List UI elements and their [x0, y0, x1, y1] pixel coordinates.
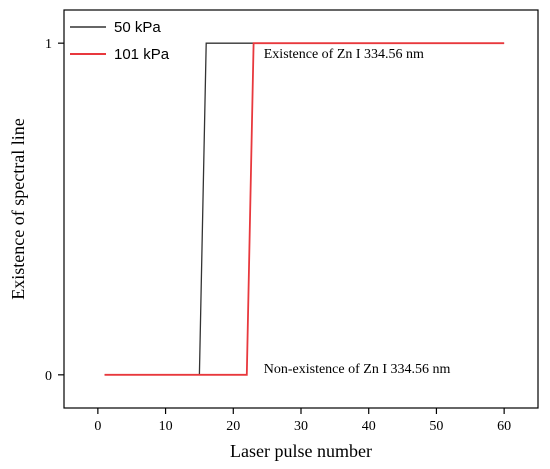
- x-axis-title: Laser pulse number: [230, 441, 372, 461]
- x-tick-label: 0: [94, 419, 101, 434]
- x-tick-label: 60: [497, 419, 511, 434]
- series-group: [104, 42, 505, 376]
- series-line-50-kpa: [104, 42, 505, 376]
- y-axis-title: Existence of spectral line: [8, 118, 28, 299]
- x-tick-label: 50: [429, 419, 443, 434]
- x-tick-label: 10: [159, 419, 173, 434]
- x-tick-label: 30: [294, 419, 308, 434]
- annotation-0: Existence of Zn I 334.56 nm: [264, 47, 424, 62]
- y-tick-label: 1: [45, 37, 52, 52]
- y-axis: 01: [45, 37, 64, 384]
- legend-label-50-kpa: 50 kPa: [114, 19, 161, 36]
- y-tick-label: 0: [45, 369, 52, 384]
- x-axis: 0 10 20 30 40 50 60: [94, 408, 511, 434]
- series-line-101-kpa: [104, 42, 505, 376]
- legend: 50 kPa 101 kPa: [70, 19, 170, 63]
- legend-label-101-kpa: 101 kPa: [114, 46, 170, 63]
- x-tick-label: 40: [362, 419, 376, 434]
- x-tick-label: 20: [226, 419, 240, 434]
- annotation-group: Existence of Zn I 334.56 nm Non-existence…: [264, 47, 451, 377]
- plot-frame: [63, 9, 539, 409]
- annotation-1: Non-existence of Zn I 334.56 nm: [264, 362, 451, 377]
